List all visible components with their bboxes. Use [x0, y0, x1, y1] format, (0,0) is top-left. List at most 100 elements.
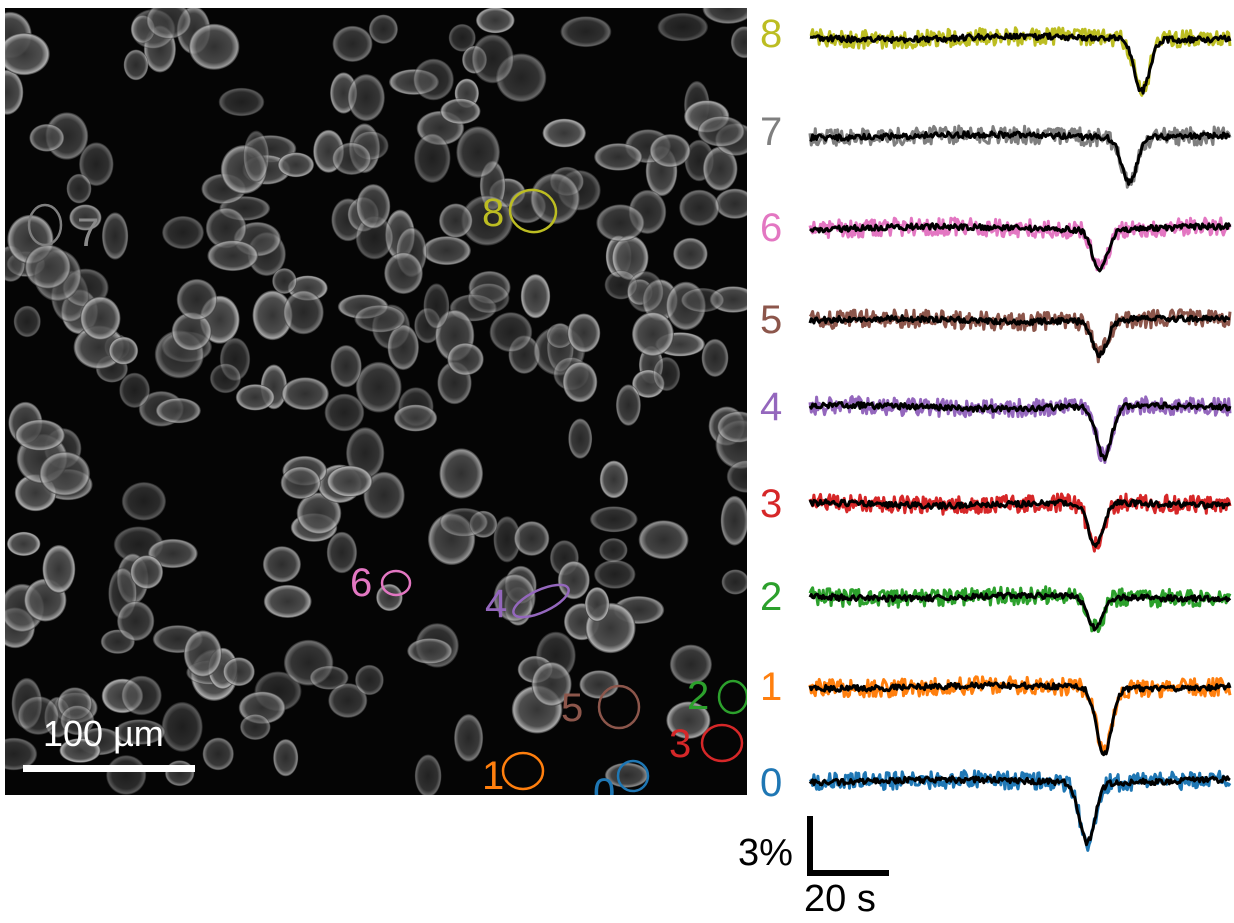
cell	[669, 644, 713, 685]
roi-label-5: 5	[561, 686, 584, 730]
cell	[324, 393, 365, 432]
cell-field	[5, 8, 747, 795]
cell	[384, 252, 423, 295]
cell	[262, 546, 301, 583]
cell	[423, 283, 450, 329]
cell	[638, 520, 689, 560]
cell	[356, 184, 391, 229]
cell	[42, 544, 76, 594]
cell	[546, 323, 574, 349]
cell	[309, 665, 349, 690]
cell	[615, 384, 641, 426]
trace-smoothed-6	[809, 222, 1232, 273]
cell	[376, 583, 403, 612]
roi-outline-3	[700, 723, 744, 763]
cell	[461, 195, 513, 246]
cell	[161, 701, 203, 752]
roi-outlines	[27, 188, 747, 793]
trace-label-6: 6	[760, 206, 783, 250]
roi-label-8: 8	[482, 191, 505, 235]
cell	[514, 521, 550, 556]
cell	[702, 8, 747, 24]
cell	[130, 555, 164, 589]
cell	[355, 215, 394, 260]
cell	[328, 683, 368, 718]
roi-outline-6	[380, 569, 412, 597]
cell	[188, 23, 240, 70]
cell	[567, 313, 601, 353]
cell	[355, 361, 402, 413]
cell	[5, 69, 24, 115]
cell	[475, 8, 515, 34]
cell	[147, 538, 198, 569]
cell	[155, 397, 201, 424]
cell	[493, 573, 536, 622]
cell	[414, 754, 442, 795]
trace-smoothed-5	[808, 314, 1231, 359]
cell	[235, 384, 275, 411]
cell	[720, 495, 747, 546]
cell	[326, 465, 373, 497]
cell	[240, 714, 271, 740]
cell	[117, 601, 155, 641]
trace-smoothed-7	[809, 130, 1231, 186]
cell	[332, 25, 373, 62]
roi-outline-7	[27, 203, 63, 247]
cell	[330, 345, 362, 388]
cell	[123, 49, 149, 81]
cell	[579, 670, 619, 699]
roi-label-1: 1	[482, 754, 505, 795]
cell	[119, 372, 150, 408]
cell	[355, 664, 384, 696]
cell	[560, 16, 612, 48]
cell	[679, 189, 720, 226]
cell	[176, 278, 218, 321]
cell	[59, 738, 101, 763]
cell	[218, 87, 265, 117]
cell	[447, 342, 484, 376]
micrograph-image: 7 8 6 4 5 2 3 1 0 100 µm	[5, 8, 747, 795]
cell	[273, 739, 299, 777]
cell	[653, 356, 681, 392]
roi-label-6: 6	[350, 561, 373, 605]
cell	[66, 173, 92, 204]
cell	[542, 118, 586, 148]
trace-amplitude-scale-label: 3%	[738, 832, 793, 874]
trace-label-5: 5	[760, 298, 783, 342]
trace-label-1: 1	[760, 665, 783, 709]
cell	[589, 506, 638, 533]
cell	[80, 296, 121, 341]
cell	[730, 26, 747, 59]
cell	[387, 324, 420, 371]
cell	[263, 584, 312, 619]
cell	[393, 404, 438, 432]
roi-outline-1	[501, 751, 545, 791]
cell	[666, 701, 711, 739]
roi-label-4: 4	[485, 582, 508, 626]
cell	[697, 115, 745, 147]
cell	[296, 492, 342, 535]
cell	[39, 451, 91, 496]
trace-smoothed-3	[808, 498, 1231, 548]
cell	[209, 363, 242, 394]
cell	[280, 466, 321, 500]
trace-time-scale-label: 20 s	[804, 878, 876, 920]
cell	[493, 516, 521, 563]
cell	[146, 8, 192, 39]
cell	[726, 460, 747, 493]
trace-smoothed-8	[809, 32, 1232, 95]
cell	[17, 696, 60, 735]
cell	[60, 705, 95, 736]
cell	[79, 142, 114, 187]
cell	[520, 274, 551, 319]
cell	[205, 207, 247, 249]
cell	[448, 23, 476, 52]
cell	[439, 507, 489, 537]
cell	[594, 143, 643, 171]
cell	[673, 237, 708, 270]
cell	[252, 290, 293, 341]
cell	[657, 12, 709, 42]
cell	[171, 312, 212, 351]
roi-outline-5	[597, 684, 641, 730]
cell	[717, 411, 747, 443]
